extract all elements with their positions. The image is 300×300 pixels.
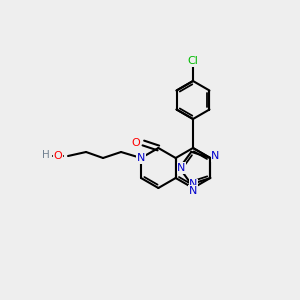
Text: N: N: [137, 153, 145, 163]
Text: O: O: [54, 151, 62, 161]
Text: N: N: [177, 163, 186, 173]
Text: N: N: [189, 179, 197, 189]
Text: N: N: [211, 151, 220, 161]
Text: H: H: [42, 150, 50, 160]
Text: Cl: Cl: [188, 56, 198, 66]
Text: N: N: [189, 186, 197, 196]
Text: O: O: [131, 138, 140, 148]
